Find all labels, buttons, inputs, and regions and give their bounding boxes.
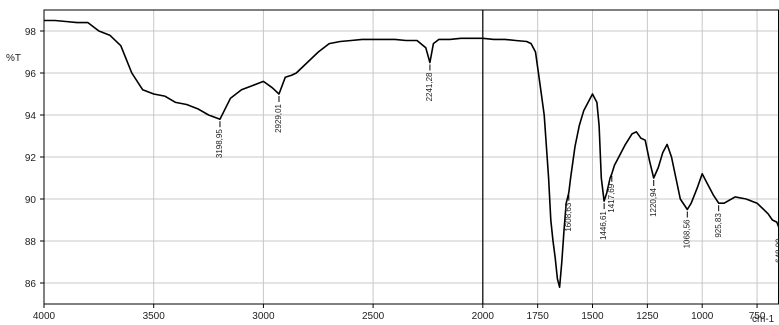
x-tick-label: 4000 — [33, 311, 56, 322]
x-tick-label: 3500 — [143, 311, 166, 322]
x-tick-label: 3000 — [252, 311, 275, 322]
x-tick-label: 1250 — [636, 311, 659, 322]
x-tick-label: 1500 — [581, 311, 604, 322]
peak-label: 1608,63 — [564, 194, 573, 232]
x-axis-label: cm-1 — [752, 314, 775, 325]
peak-label: 1068,56 — [682, 211, 691, 248]
peak-label-text: 2241,28 — [425, 72, 434, 101]
y-tick-labels: 86 88 90 92 94 96 98 — [25, 27, 44, 290]
peak-label: 925,83 — [714, 205, 723, 238]
y-tick-label: 86 — [25, 279, 37, 290]
x-tick-label: 2500 — [362, 311, 385, 322]
x-tick-label: 1750 — [527, 311, 550, 322]
peak-label-text: 2929,01 — [274, 103, 283, 132]
peak-label: 1446,61 — [599, 203, 608, 240]
peak-label: 648,00 — [774, 230, 779, 263]
peak-label-text: 1417,69 — [607, 183, 616, 212]
peak-label-text: 648,00 — [774, 238, 779, 263]
peak-label: 3198,95 — [215, 121, 224, 158]
y-tick-label: 96 — [25, 69, 37, 80]
y-axis-label: %T — [6, 53, 21, 64]
x-tick-label: 750 — [749, 311, 766, 322]
spectrum-line-0 — [44, 19, 779, 288]
peak-label-text: 925,83 — [714, 213, 723, 238]
x-tick-label: 2000 — [472, 311, 495, 322]
peak-labels: 3198,95 2929,01 2241,28 1608,63 1446,611417,… — [215, 64, 779, 263]
x-tick-label: 1000 — [691, 311, 714, 322]
peak-label: 1220,94 — [649, 180, 658, 217]
y-tick-label: 94 — [25, 111, 37, 122]
y-tick-label: 90 — [25, 195, 37, 206]
peak-label-text: 1220,94 — [649, 187, 658, 216]
peak-label-text: 1446,61 — [599, 211, 608, 240]
peak-label: 2929,01 — [274, 96, 283, 133]
peak-label-text: 1068,56 — [682, 219, 691, 248]
series-group — [44, 19, 779, 288]
y-tick-label: 98 — [25, 27, 37, 38]
peak-label-text: 1608,63 — [564, 202, 573, 231]
x-tick-labels: 4000 3500 3000 2500 2000 1750 1500 1250 1000 750 — [33, 304, 766, 322]
peak-label: 2241,28 — [425, 64, 434, 101]
peak-label: 1417,69 — [607, 175, 616, 213]
y-tick-label: 92 — [25, 153, 37, 164]
y-tick-label: 88 — [25, 237, 37, 248]
peak-label-text: 3198,95 — [215, 129, 224, 158]
grid — [44, 10, 779, 304]
